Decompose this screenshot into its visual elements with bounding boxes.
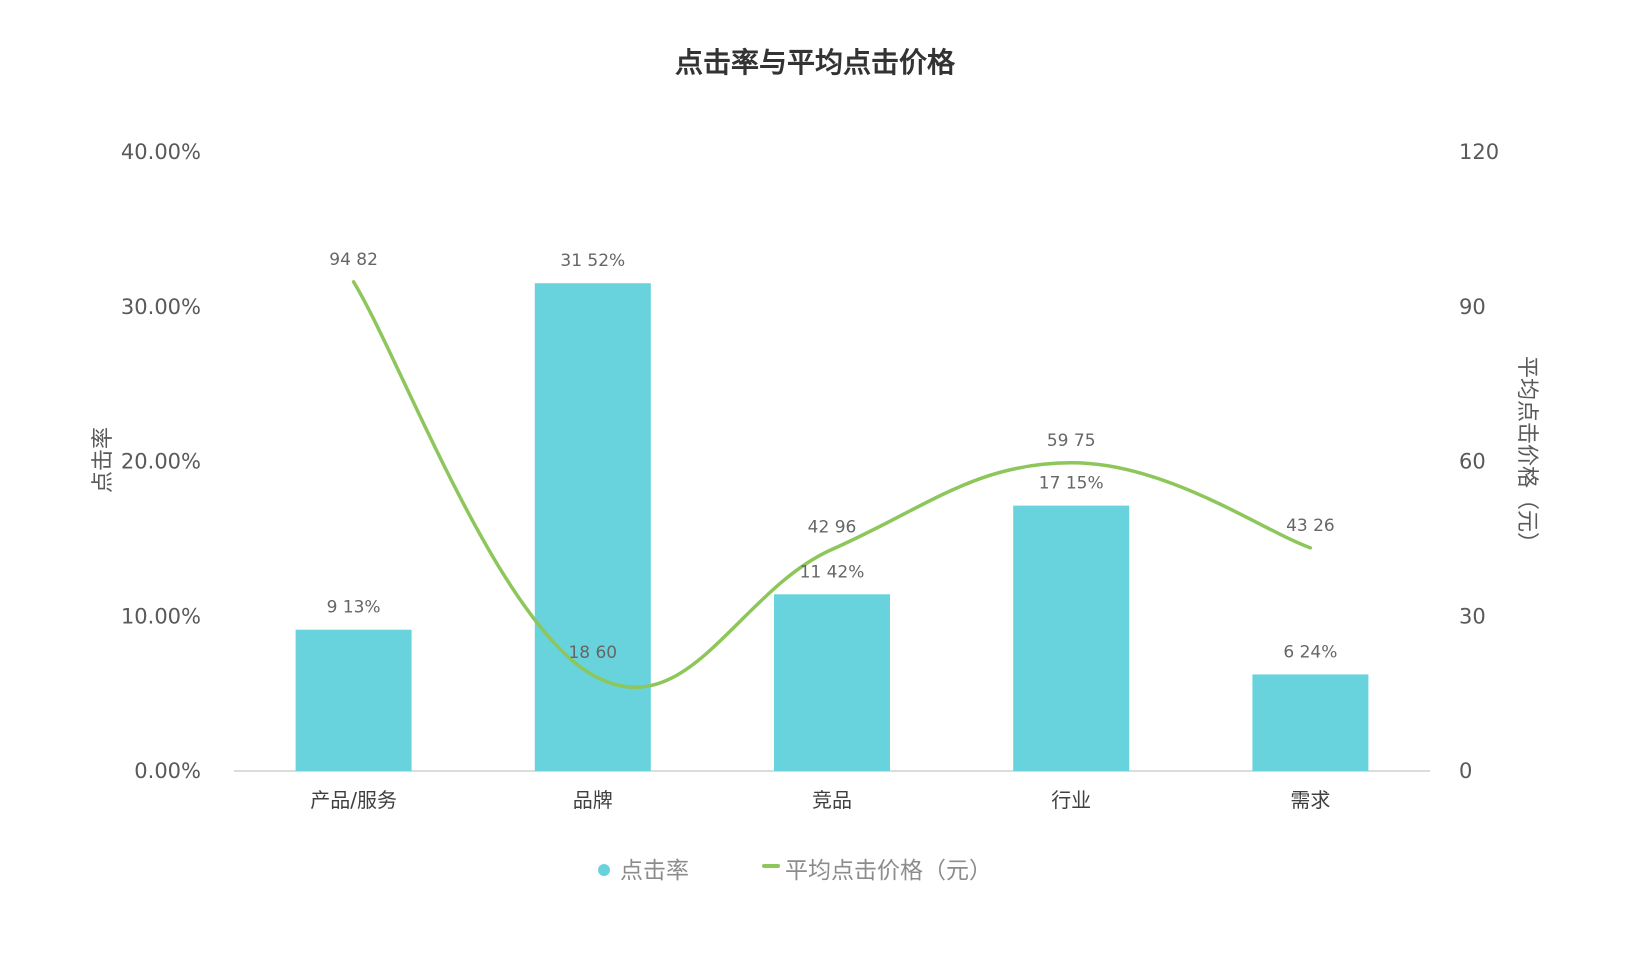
right-axis-title: 平均点击价格（元） (1514, 356, 1539, 554)
line-data-label: 42 96 (808, 517, 857, 537)
bar (1252, 674, 1369, 771)
left-tick-label: 10.00% (121, 604, 201, 628)
category-label: 需求 (1290, 788, 1330, 812)
bar-series (295, 283, 1369, 771)
left-tick-label: 40.00% (121, 140, 201, 164)
bar-data-label: 6 24% (1283, 642, 1337, 662)
category-label: 品牌 (573, 788, 613, 812)
line-data-labels: 94 82 18 60 42 96 59 75 43 26 (329, 250, 1334, 663)
left-axis-ticks: 0.00% 10.00% 20.00% 30.00% 40.00% (121, 140, 201, 783)
category-label: 竞品 (812, 788, 852, 812)
line-data-label: 59 75 (1047, 431, 1096, 451)
right-tick-label: 60 (1459, 450, 1486, 474)
bar (774, 594, 890, 771)
right-tick-label: 30 (1459, 604, 1486, 628)
price-line (351, 280, 1313, 690)
line-data-label: 43 26 (1286, 516, 1335, 536)
left-tick-label: 20.00% (121, 450, 201, 474)
bar-data-label: 9 13% (327, 598, 381, 618)
bar-data-label: 11 42% (800, 562, 865, 582)
bar-data-label: 17 15% (1039, 474, 1104, 494)
bar-data-label: 31 52% (560, 251, 625, 271)
legend-label-bar: 点击率 (620, 858, 689, 884)
left-tick-label: 30.00% (121, 295, 201, 319)
bar-data-labels: 9 13% 31 52% 11 42% 17 15% 6 24% (327, 251, 1338, 662)
line-data-label: 94 82 (329, 250, 378, 270)
legend-label-line: 平均点击价格（元） (785, 858, 992, 884)
bar (295, 629, 412, 771)
right-tick-label: 120 (1459, 140, 1499, 164)
line-data-label: 18 60 (568, 643, 617, 663)
bar (534, 283, 651, 771)
line-series (351, 280, 1313, 690)
legend: 点击率 平均点击价格（元） (598, 858, 992, 884)
right-axis-ticks: 0 30 60 90 120 (1459, 140, 1499, 783)
axis-titles: 点击率 平均点击价格（元） (91, 356, 1539, 554)
left-axis-title: 点击率 (91, 427, 116, 493)
right-tick-label: 0 (1459, 759, 1472, 783)
legend-marker-bar (598, 864, 610, 876)
bar (1013, 505, 1130, 771)
chart-title: 点击率与平均点击价格 (675, 46, 956, 79)
right-tick-label: 90 (1459, 295, 1486, 319)
category-label: 行业 (1051, 788, 1091, 812)
category-labels: 产品/服务 品牌 竞品 行业 需求 (310, 788, 1330, 812)
left-tick-label: 0.00% (134, 759, 201, 783)
category-label: 产品/服务 (310, 788, 397, 812)
